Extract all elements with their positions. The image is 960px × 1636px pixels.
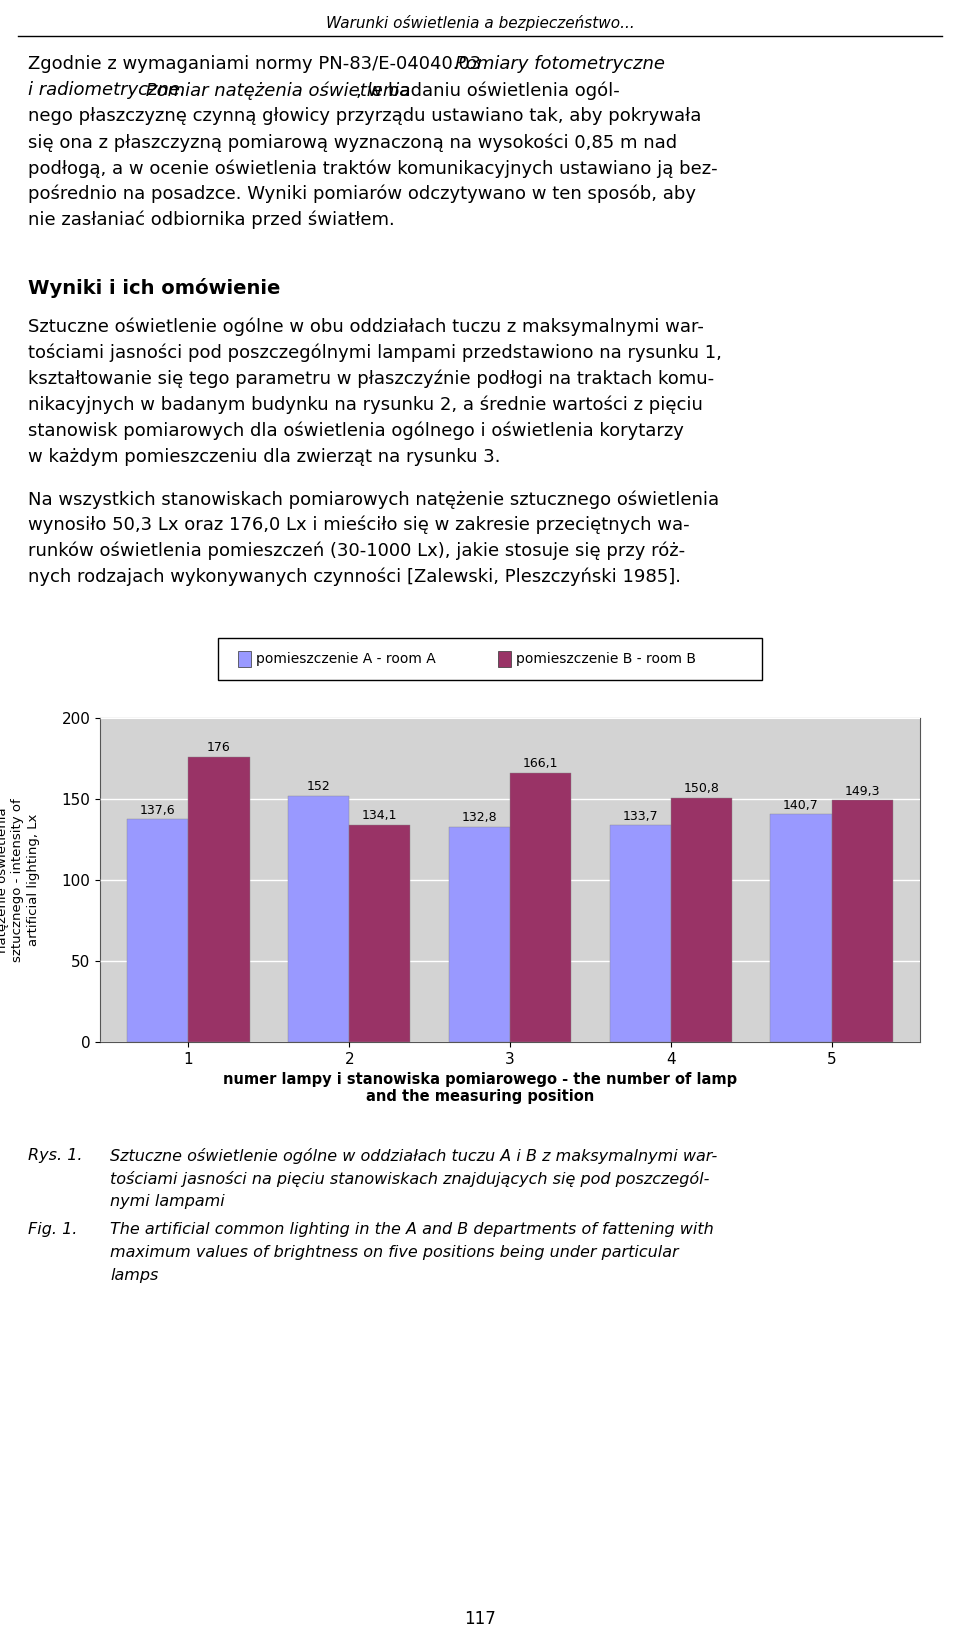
Text: Pomiary fotometryczne: Pomiary fotometryczne	[455, 56, 665, 74]
Text: 150,8: 150,8	[684, 782, 719, 795]
Text: Wyniki i ich omówienie: Wyniki i ich omówienie	[28, 278, 280, 298]
Text: The artificial common lighting in the A and B departments of fattening with: The artificial common lighting in the A …	[110, 1222, 713, 1237]
Bar	[831, 800, 893, 1042]
Text: i radiometryczne.: i radiometryczne.	[28, 82, 185, 100]
Text: numer lampy i stanowiska pomiarowego - the number of lamp
and the measuring posi: numer lampy i stanowiska pomiarowego - t…	[223, 1072, 737, 1104]
Text: pomieszczenie A - room A: pomieszczenie A - room A	[256, 653, 436, 666]
Text: 132,8: 132,8	[462, 811, 497, 825]
Text: pośrednio na posadzce. Wyniki pomiarów odczytywano w ten sposób, aby: pośrednio na posadzce. Wyniki pomiarów o…	[28, 185, 696, 203]
Bar	[449, 826, 510, 1042]
Bar	[188, 757, 250, 1042]
Bar	[128, 820, 188, 1042]
Text: Warunki oświetlenia a bezpieczeństwo...: Warunki oświetlenia a bezpieczeństwo...	[325, 15, 635, 31]
Text: Sztuczne oświetlenie ogólne w oddziałach tuczu A i B z maksymalnymi war-: Sztuczne oświetlenie ogólne w oddziałach…	[110, 1148, 717, 1163]
Text: 133,7: 133,7	[622, 810, 658, 823]
Text: 140,7: 140,7	[783, 798, 819, 811]
Text: 134,1: 134,1	[362, 810, 397, 823]
Text: pomieszczenie B - room B: pomieszczenie B - room B	[516, 653, 696, 666]
Text: Rys. 1.: Rys. 1.	[28, 1148, 83, 1163]
Bar	[288, 795, 349, 1042]
Text: Fig. 1.: Fig. 1.	[28, 1222, 78, 1237]
Text: 149,3: 149,3	[845, 785, 880, 798]
Text: Pomiar natężenia oświetlenia: Pomiar natężenia oświetlenia	[140, 82, 411, 100]
Text: runków oświetlenia pomieszczeń (30-1000 Lx), jakie stosuje się przy róż-: runków oświetlenia pomieszczeń (30-1000 …	[28, 542, 685, 561]
Text: Sztuczne oświetlenie ogólne w obu oddziałach tuczu z maksymalnymi war-: Sztuczne oświetlenie ogólne w obu oddzia…	[28, 317, 704, 337]
Text: kształtowanie się tego parametru w płaszczyźnie podłogi na traktach komu-: kształtowanie się tego parametru w płasz…	[28, 370, 714, 388]
Text: tościami jasności pod poszczególnymi lampami przedstawiono na rysunku 1,: tościami jasności pod poszczególnymi lam…	[28, 344, 722, 363]
Text: nymi lampami: nymi lampami	[110, 1194, 225, 1209]
Text: tościami jasności na pięciu stanowiskach znajdujących się pod poszczegól-: tościami jasności na pięciu stanowiskach…	[110, 1171, 709, 1188]
Bar	[349, 825, 410, 1042]
Text: 166,1: 166,1	[523, 757, 559, 771]
Text: się ona z płaszczyzną pomiarową wyznaczoną na wysokości 0,85 m nad: się ona z płaszczyzną pomiarową wyznaczo…	[28, 133, 677, 152]
Text: w każdym pomieszczeniu dla zwierząt na rysunku 3.: w każdym pomieszczeniu dla zwierząt na r…	[28, 448, 500, 466]
Text: , w badaniu oświetlenia ogól-: , w badaniu oświetlenia ogól-	[356, 82, 620, 100]
Text: wynosiło 50,3 Lx oraz 176,0 Lx i mieściło się w zakresie przeciętnych wa-: wynosiło 50,3 Lx oraz 176,0 Lx i mieścił…	[28, 515, 689, 535]
Text: nego płaszczyznę czynną głowicy przyrządu ustawiano tak, aby pokrywała: nego płaszczyznę czynną głowicy przyrząd…	[28, 106, 702, 124]
Text: 137,6: 137,6	[140, 803, 176, 816]
Bar	[671, 798, 732, 1042]
Text: nych rodzajach wykonywanych czynności [Zalewski, Pleszczyński 1985].: nych rodzajach wykonywanych czynności [Z…	[28, 568, 681, 586]
Bar	[771, 815, 831, 1042]
Text: nikacyjnych w badanym budynku na rysunku 2, a średnie wartości z pięciu: nikacyjnych w badanym budynku na rysunku…	[28, 396, 703, 414]
Bar	[610, 826, 671, 1042]
Text: maximum values of brightness on five positions being under particular: maximum values of brightness on five pos…	[110, 1245, 679, 1260]
Text: stanowisk pomiarowych dla oświetlenia ogólnego i oświetlenia korytarzy: stanowisk pomiarowych dla oświetlenia og…	[28, 422, 684, 440]
Text: podłogą, a w ocenie oświetlenia traktów komunikacyjnych ustawiano ją bez-: podłogą, a w ocenie oświetlenia traktów …	[28, 159, 718, 177]
Text: 152: 152	[307, 780, 330, 793]
Text: lamps: lamps	[110, 1268, 158, 1283]
Text: 117: 117	[464, 1610, 496, 1628]
Text: natężenie oświetlenia
sztucznego - intensity of
artificial lighting, Lx: natężenie oświetlenia sztucznego - inten…	[0, 798, 39, 962]
Text: Zgodnie z wymaganiami normy PN-83/E-04040.03: Zgodnie z wymaganiami normy PN-83/E-0404…	[28, 56, 487, 74]
Text: Na wszystkich stanowiskach pomiarowych natężenie sztucznego oświetlenia: Na wszystkich stanowiskach pomiarowych n…	[28, 491, 719, 509]
Text: nie zasłaniać odbiornika przed światłem.: nie zasłaniać odbiornika przed światłem.	[28, 211, 395, 229]
Bar	[510, 772, 571, 1042]
Text: 176: 176	[207, 741, 230, 754]
